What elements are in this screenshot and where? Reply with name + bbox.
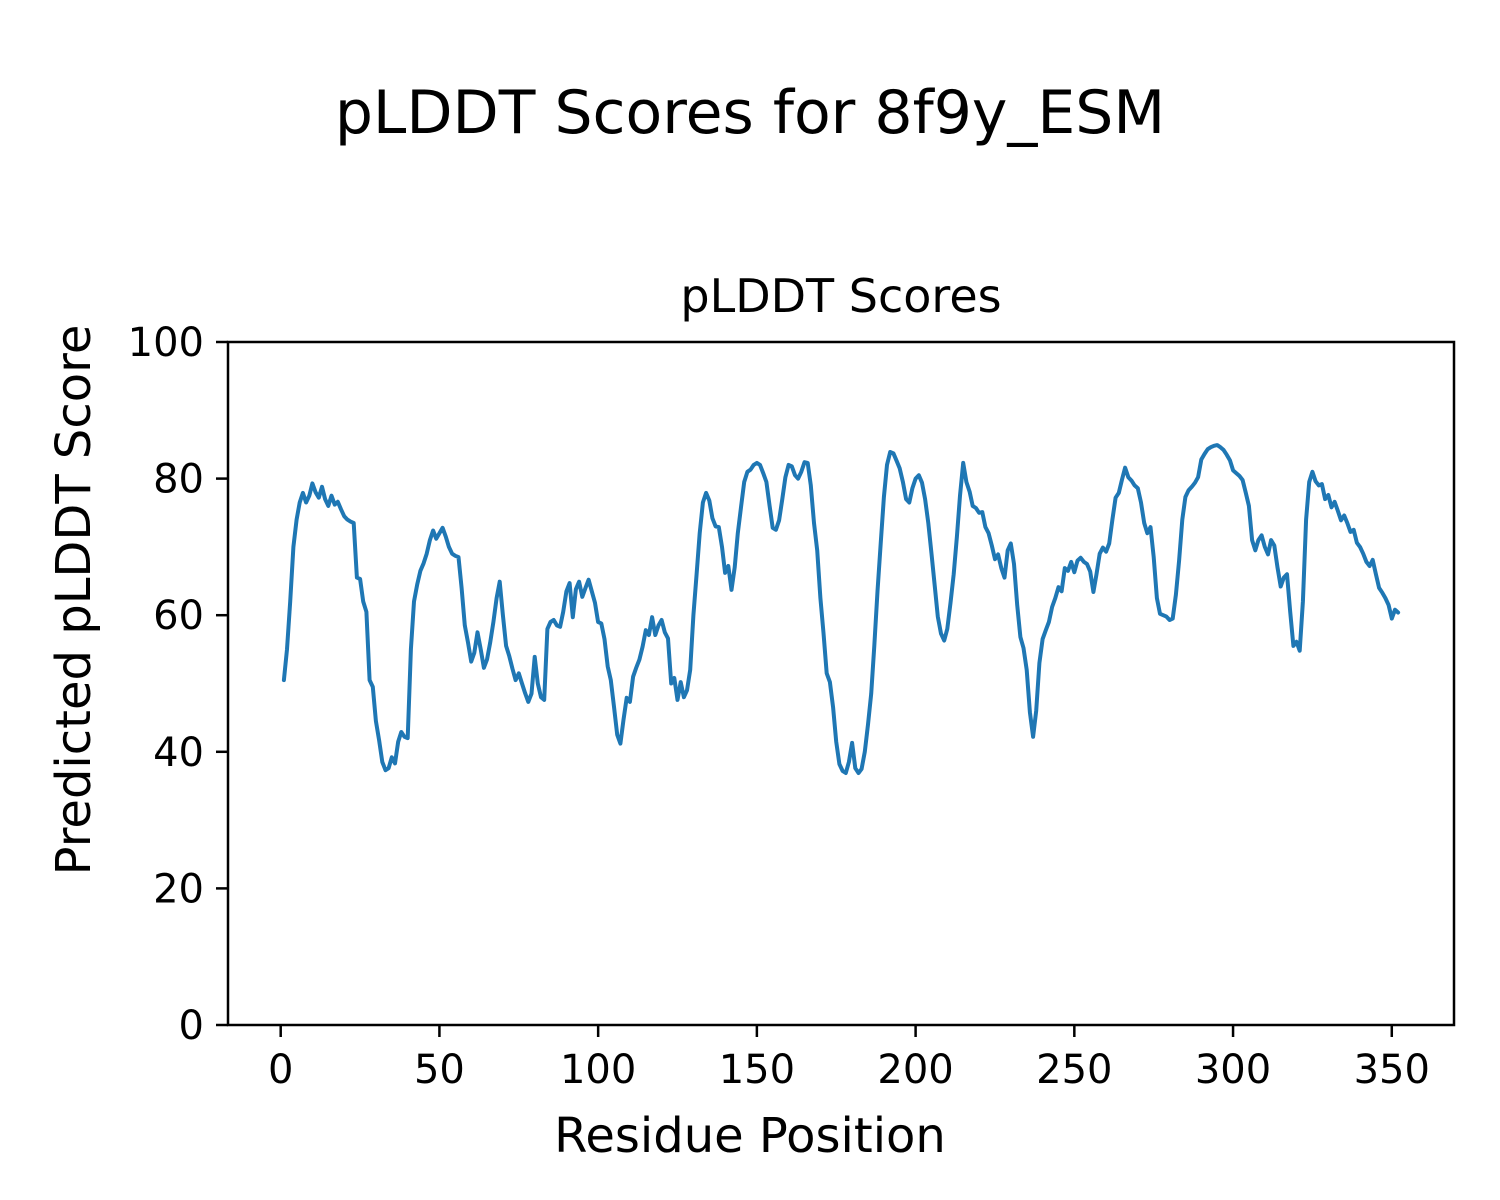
y-tick-label: 0 (179, 1003, 204, 1049)
x-tick-label: 200 (877, 1047, 953, 1093)
y-tick-label: 100 (128, 320, 204, 366)
plot-border (226, 340, 1456, 1027)
x-tick-label: 300 (1195, 1047, 1271, 1093)
y-tick-label: 20 (153, 866, 204, 912)
x-tick-label: 50 (414, 1047, 465, 1093)
x-tick-label: 250 (1036, 1047, 1112, 1093)
y-tick-label: 60 (153, 593, 204, 639)
y-axis-ticks: 0 20 40 60 80 100 (128, 320, 228, 1049)
x-tick-label: 350 (1354, 1047, 1430, 1093)
y-axis-label: Predicted pLDDT Score (46, 325, 102, 876)
x-axis-ticks: 0 50 100 150 200 250 300 350 (268, 1025, 1430, 1093)
y-tick-label: 40 (153, 730, 204, 776)
axes-title: pLDDT Scores (680, 269, 1001, 323)
x-axis-label: Residue Position (554, 1108, 946, 1164)
y-tick-label: 80 (153, 457, 204, 503)
x-tick-label: 100 (560, 1047, 636, 1093)
x-tick-label: 150 (719, 1047, 795, 1093)
x-tick-label: 0 (268, 1047, 293, 1093)
plddt-line (281, 443, 1401, 775)
figure-title: pLDDT Scores for 8f9y_ESM (335, 78, 1165, 148)
